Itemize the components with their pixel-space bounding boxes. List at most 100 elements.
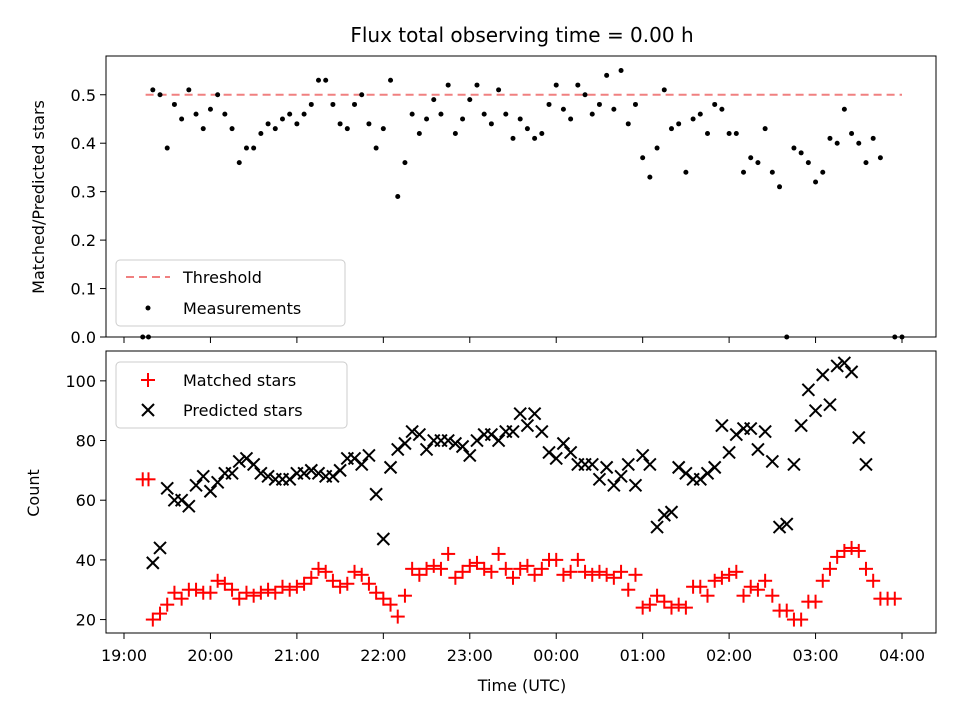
matched-point — [484, 564, 499, 579]
measurement-point — [503, 111, 509, 117]
legend-measurements-label: Measurements — [183, 299, 301, 318]
measurement-point — [841, 106, 847, 112]
measurement-point — [294, 121, 300, 127]
predicted-point — [801, 383, 816, 397]
predicted-point — [657, 508, 671, 522]
measurement-point — [870, 135, 876, 141]
y-tick-label: 60 — [76, 491, 96, 510]
measurement-point — [784, 334, 790, 340]
matched-point — [361, 576, 376, 591]
matched-point — [758, 573, 773, 588]
measurement-point — [726, 131, 732, 137]
predicted-point — [311, 466, 326, 481]
measurement-point — [496, 87, 502, 93]
matched-point — [253, 585, 268, 600]
predicted-point — [196, 469, 210, 484]
y-tick-label: 20 — [76, 611, 96, 630]
matched-point — [858, 561, 873, 576]
predicted-point — [369, 487, 383, 501]
matched-point — [297, 576, 312, 591]
x-tick-label: 03:00 — [793, 646, 839, 665]
matched-point — [268, 585, 283, 600]
measurement-point — [207, 106, 213, 112]
matched-point — [714, 570, 729, 585]
matched-point — [340, 576, 355, 591]
measurement-point — [611, 106, 617, 112]
predicted-point — [355, 457, 369, 472]
bottom-y-axis-label: Count — [24, 469, 43, 517]
count-points — [135, 356, 902, 627]
legend-matched-label: Matched stars — [183, 371, 296, 390]
legend-predicted-swatch — [141, 403, 155, 417]
measurement-point — [582, 92, 588, 98]
predicted-point — [463, 448, 477, 463]
measurement-point — [236, 160, 242, 166]
matched-point — [160, 597, 175, 612]
matched-point — [621, 582, 636, 597]
bottom-y-ticks: 20 40 60 80 100 — [65, 372, 106, 630]
matched-point — [275, 579, 290, 594]
measurement-point — [762, 126, 768, 132]
matched-point — [657, 594, 672, 609]
predicted-point — [715, 418, 729, 433]
predicted-point — [780, 517, 794, 531]
matched-point — [678, 600, 693, 615]
measurement-point — [618, 68, 624, 74]
matched-point — [469, 555, 484, 570]
measurement-point — [186, 87, 192, 93]
measurement-point — [150, 87, 156, 93]
matched-point — [527, 567, 542, 582]
predicted-point — [664, 505, 679, 519]
predicted-point — [419, 442, 434, 457]
measurement-point — [395, 194, 401, 199]
measurement-point — [517, 116, 523, 122]
measurement-point — [215, 92, 221, 98]
measurement-point — [777, 184, 783, 190]
measurement-point — [171, 101, 177, 107]
matched-point — [426, 558, 441, 573]
predicted-point — [520, 418, 535, 433]
predicted-point — [189, 478, 203, 492]
matched-point — [455, 564, 470, 579]
matched-point — [743, 579, 758, 594]
matched-point — [808, 594, 823, 609]
x-tick-label: 22:00 — [360, 646, 406, 665]
measurement-point — [330, 101, 336, 107]
matched-point — [671, 597, 686, 612]
measurement-point — [510, 135, 516, 141]
predicted-point — [599, 460, 614, 475]
matched-point — [261, 582, 276, 597]
top-legend: Threshold Measurements — [115, 259, 346, 327]
measurement-point — [604, 72, 610, 78]
matched-point — [707, 573, 722, 588]
x-tick-label: 04:00 — [879, 646, 925, 665]
measurement-points — [140, 68, 905, 340]
measurement-point — [265, 121, 271, 127]
matched-point — [491, 546, 506, 561]
matched-point — [563, 564, 578, 579]
matched-point — [498, 561, 513, 576]
matched-point — [412, 567, 427, 582]
matched-point — [282, 582, 297, 597]
x-tick-label: 02:00 — [706, 646, 752, 665]
measurement-point — [805, 160, 811, 166]
bottom-legend-box — [115, 361, 348, 429]
measurement-point — [373, 145, 379, 151]
measurement-point — [481, 111, 487, 117]
top-plot-frame — [105, 55, 937, 338]
predicted-point — [808, 403, 823, 418]
measurement-point — [524, 126, 530, 132]
matched-point — [599, 567, 614, 582]
legend-measurements-swatch — [145, 305, 151, 311]
measurement-point — [741, 169, 747, 175]
matched-point — [585, 567, 600, 582]
measurement-point — [748, 155, 754, 161]
measurement-point — [661, 87, 667, 93]
predicted-point — [455, 439, 470, 454]
predicted-point — [556, 436, 571, 451]
predicted-point — [246, 457, 261, 472]
measurement-point — [798, 150, 804, 156]
x-tick-label: 20:00 — [187, 646, 233, 665]
measurement-point — [654, 145, 660, 151]
matched-point — [433, 561, 448, 576]
